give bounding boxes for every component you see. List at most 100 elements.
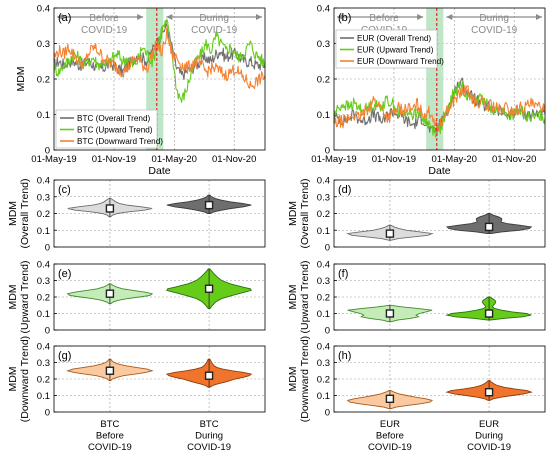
y-tick-label: 0.2 — [37, 209, 50, 220]
panel-label: (f) — [338, 268, 348, 280]
y-tick-label: 0.4 — [37, 176, 50, 187]
arrow-head — [446, 14, 453, 20]
y-axis-title-line: (Downward Trend) — [299, 336, 311, 422]
x-tick-label: 01-May-19 — [311, 154, 356, 165]
y-tick-label: 0.1 — [317, 391, 330, 402]
y-tick-label: 0.3 — [37, 39, 50, 50]
plot-frame — [53, 345, 266, 413]
y-axis-title-line: MDM — [7, 201, 19, 226]
panel-label: (g) — [58, 350, 71, 362]
y-tick-label: 0 — [45, 243, 50, 254]
arrow-head — [417, 14, 424, 20]
panel-label: (c) — [58, 184, 71, 196]
y-tick-label: 0.3 — [317, 358, 330, 369]
x-tick-label: 01-May-19 — [31, 154, 76, 165]
y-axis-title: MDM — [15, 66, 27, 91]
y-tick-label: 0.4 — [317, 176, 330, 187]
median-marker — [105, 366, 115, 375]
y-tick-label: 0.1 — [317, 309, 330, 320]
before-period-word: Before — [369, 13, 399, 24]
series-line-2 — [53, 18, 266, 103]
y-tick-label: 0.1 — [37, 110, 50, 121]
x-tick-label: COVID-19 — [368, 442, 412, 453]
y-tick-label: 0.4 — [37, 260, 50, 271]
y-tick-label: 0.2 — [37, 375, 50, 386]
y-tick-label: 0.4 — [37, 4, 50, 15]
median-marker — [484, 222, 494, 232]
plot-frame — [333, 263, 546, 331]
panel-label: (b) — [338, 12, 351, 24]
x-tick-label: EUR — [479, 419, 499, 430]
y-tick-label: 0.1 — [37, 391, 50, 402]
y-axis-title-line: MDM — [7, 366, 19, 391]
arrow-head — [166, 14, 173, 20]
y-axis-title-line: (Upward Trend) — [19, 261, 31, 334]
y-tick-label: 0.2 — [317, 375, 330, 386]
y-tick-label: 0.2 — [317, 293, 330, 304]
x-tick-label: During — [475, 431, 503, 442]
plot-frame — [53, 179, 266, 248]
legend-entry-2: EUR (Upward Trend) — [357, 46, 434, 55]
x-tick-label: During — [195, 431, 223, 442]
y-axis-title-line: (Upward Trend) — [299, 261, 311, 334]
y-tick-label: 0.4 — [37, 342, 50, 353]
x-tick-label: 01-Nov-19 — [372, 154, 416, 165]
y-tick-label: 0.2 — [37, 75, 50, 86]
during-period-label: During COVID-19 — [471, 13, 518, 36]
y-axis-title: MDM(Overall Trend) — [287, 178, 311, 248]
y-axis-title: MDM(Overall Trend) — [7, 178, 31, 248]
y-tick-label: 0 — [45, 146, 50, 157]
y-tick-label: 0 — [325, 243, 330, 254]
arrow-head — [57, 14, 63, 20]
y-tick-label: 0.4 — [317, 342, 330, 353]
x-tick-label: EUR — [380, 419, 400, 430]
before-period-word: COVID-19 — [81, 25, 128, 36]
median-marker — [385, 229, 395, 238]
legend-entry-1: EUR (Overall Trend) — [357, 34, 431, 43]
series-line-1 — [53, 21, 266, 81]
median-marker — [484, 309, 494, 318]
y-tick-label: 0.3 — [317, 276, 330, 287]
before-period-word: Before — [89, 13, 119, 24]
panel-label: (d) — [338, 184, 351, 196]
y-axis-title: MDM(Upward Trend) — [7, 261, 31, 334]
legend-entry-3: BTC (Downward Trend) — [77, 137, 163, 146]
x-axis-title: Date — [428, 165, 450, 177]
plot-frame — [53, 7, 266, 151]
y-tick-label: 0.4 — [317, 260, 330, 271]
arrow-head — [337, 14, 343, 20]
arrow-head — [137, 14, 144, 20]
y-axis-title-line: MDM — [287, 284, 299, 309]
x-tick-label: 01-May-20 — [152, 154, 197, 165]
y-tick-label: 0.2 — [317, 75, 330, 86]
y-tick-label: 0 — [325, 326, 330, 337]
median-marker — [105, 289, 115, 298]
x-tick-label: 01-Nov-20 — [212, 154, 256, 165]
during-period-word: COVID-19 — [191, 25, 238, 36]
y-axis-title-line: MDM — [287, 201, 299, 226]
x-tick-label: BTC — [200, 419, 219, 430]
y-axis-title-line: (Overall Trend) — [299, 178, 311, 248]
y-axis-title: MDM(Downward Trend) — [7, 336, 31, 422]
during-period-label: During COVID-19 — [191, 13, 238, 36]
plot-frame — [333, 179, 546, 248]
x-tick-label: 01-Nov-19 — [92, 154, 136, 165]
x-tick-label: COVID-19 — [88, 442, 132, 453]
x-tick-label: Before — [376, 431, 404, 442]
plot-frame — [333, 7, 546, 151]
legend-entry-2: BTC (Upward Trend) — [77, 126, 153, 135]
arrow-head — [256, 14, 262, 20]
y-tick-label: 0.1 — [37, 309, 50, 320]
y-axis-title-line: MDM — [7, 284, 19, 309]
x-tick-label: Before — [96, 431, 124, 442]
during-period-word: COVID-19 — [471, 25, 518, 36]
y-axis-title: MDM(Downward Trend) — [287, 336, 311, 422]
panel-label: (h) — [338, 350, 351, 362]
x-axis-title: Date — [148, 165, 170, 177]
y-tick-label: 0 — [45, 408, 50, 419]
y-tick-label: 0.3 — [317, 39, 330, 50]
x-tick-label: COVID-19 — [187, 442, 231, 453]
y-tick-label: 0.3 — [37, 276, 50, 287]
median-marker — [105, 204, 115, 213]
